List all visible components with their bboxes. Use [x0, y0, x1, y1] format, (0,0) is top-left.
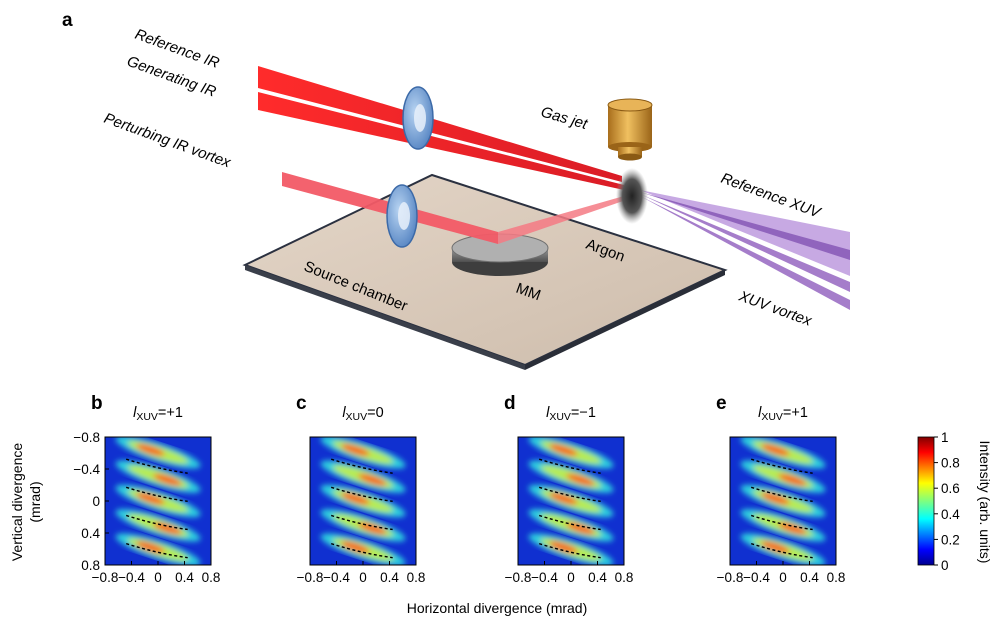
generating-ir-beam [258, 92, 624, 190]
x-tick-label: 0.8 [827, 570, 846, 585]
dashed-fringe-line [125, 542, 188, 559]
x-tick-label: −0.4 [118, 570, 145, 585]
dashed-fringe-line [538, 542, 601, 559]
y-axis-title-line1: Vertical divergence [9, 443, 25, 562]
panel-title-c: lXUV=0 [342, 405, 383, 423]
heatmap-c [310, 437, 416, 565]
reference-ir-beam [258, 66, 622, 182]
x-axis-title: Horizontal divergence (mrad) [407, 600, 588, 616]
colorbar-gradient [917, 436, 935, 566]
panel-letter-d: d [504, 393, 516, 414]
y-tick-label: 0.4 [81, 526, 100, 541]
reference-xuv-core [640, 192, 850, 260]
x-tick-label: 0.8 [202, 570, 221, 585]
panel-d: d lXUV=−1 −0.8 −0.4 0 0.4 0.8 [504, 393, 633, 585]
colorbar-tick-label: 0 [941, 558, 949, 573]
x-tick-label: 0.4 [800, 570, 819, 585]
x-tick-label: 0.8 [615, 570, 634, 585]
colorbar-tick-label: 0.8 [941, 456, 960, 471]
colorbar-tick-label: 0.2 [941, 532, 960, 547]
y-tick-label: 0 [92, 494, 100, 509]
x-tick-label: 0.8 [407, 570, 426, 585]
x-tick-label: 0.4 [380, 570, 399, 585]
x-tick-label: −0.4 [531, 570, 558, 585]
dashed-fringe-line [125, 486, 188, 503]
argon-gas-cloud [616, 168, 648, 224]
dashed-fringe-line [330, 514, 393, 531]
heatmap-e [730, 437, 836, 565]
x-tick-label: −0.8 [297, 570, 324, 585]
colorbar: 1 0.8 0.6 0.4 0.2 0 Intensity (arb. units) [917, 430, 993, 573]
plate-edge [245, 265, 525, 370]
y-tick-label: −0.8 [73, 430, 100, 445]
x-tick-label: 0 [359, 570, 367, 585]
label-perturbing-ir-vortex: Perturbing IR vortex [102, 110, 234, 172]
panel-letter-c: c [296, 393, 307, 414]
dashed-fringe-line [125, 514, 188, 531]
heatmap-b [105, 437, 211, 565]
x-tick-label: 0 [567, 570, 575, 585]
label-xuv-vortex: XUV vortex [736, 287, 815, 329]
dashed-fringe-line [125, 458, 188, 474]
xuv-vortex-beam-1 [640, 194, 850, 292]
colorbar-label: Intensity (arb. units) [977, 441, 993, 564]
dashed-fringe-line [330, 486, 393, 503]
colorbar-tick-label: 1 [941, 430, 949, 445]
mm-mirror [451, 233, 549, 276]
x-tick-label: −0.4 [323, 570, 350, 585]
panel-title-e: lXUV=+1 [758, 405, 808, 423]
panel-letter-a: a [62, 10, 73, 31]
perturbing-ir-reflected [498, 196, 626, 244]
colorbar-tick-label: 0.6 [941, 481, 960, 496]
y-tick-label: −0.4 [73, 462, 100, 477]
y-tick-label: 0.8 [81, 558, 100, 573]
x-tick-label: 0.4 [175, 570, 194, 585]
x-tick-label: −0.4 [743, 570, 770, 585]
dashed-fringe-line [750, 458, 813, 474]
x-tick-label: 0.4 [588, 570, 607, 585]
dashed-fringe-line [538, 486, 601, 503]
dashed-fringe-line [330, 542, 393, 559]
gas-jet-nozzle [607, 98, 653, 161]
x-tick-label: −0.8 [505, 570, 532, 585]
panel-e: e lXUV=+1 −0.8 −0.4 0 0.4 0.8 [716, 393, 845, 585]
dashed-fringe-line [538, 514, 601, 531]
panel-a: a [62, 10, 850, 370]
heatmap-panels: b lXUV=+1−0.8 −0.4 0 0.4 0.8−0.8−0.400.40.8c l… [73, 393, 845, 585]
heatmap-d [518, 437, 624, 565]
panel-title-b: lXUV=+1 [133, 405, 183, 423]
panel-letter-e: e [716, 393, 727, 414]
colorbar-tick-label: 0.4 [941, 507, 960, 522]
panel-letter-b: b [91, 393, 103, 414]
y-axis-title-line2: (mrad) [27, 481, 43, 522]
plate-edge-right [525, 270, 725, 370]
dashed-fringe-line [750, 542, 813, 559]
dashed-fringe-line [330, 458, 393, 474]
xuv-vortex-beam-2 [640, 196, 850, 310]
panel-title-d: lXUV=−1 [546, 405, 596, 423]
reference-xuv-beam [640, 190, 850, 276]
wave-plate-upper [402, 86, 434, 150]
x-tick-label: −0.8 [92, 570, 119, 585]
dashed-fringe-line [750, 514, 813, 531]
x-tick-label: 0 [154, 570, 162, 585]
x-tick-label: 0 [779, 570, 787, 585]
panel-b: b lXUV=+1−0.8 −0.4 0 0.4 0.8−0.8−0.400.40.8 [73, 393, 220, 585]
dashed-fringe-line [750, 486, 813, 503]
wave-plate-lower [386, 184, 418, 248]
x-tick-label: −0.8 [717, 570, 744, 585]
panel-c: c lXUV=0 −0.8 −0.4 0 0.4 0.8 [296, 393, 425, 585]
label-gas-jet: Gas jet [539, 104, 590, 134]
dashed-fringe-line [538, 458, 601, 474]
